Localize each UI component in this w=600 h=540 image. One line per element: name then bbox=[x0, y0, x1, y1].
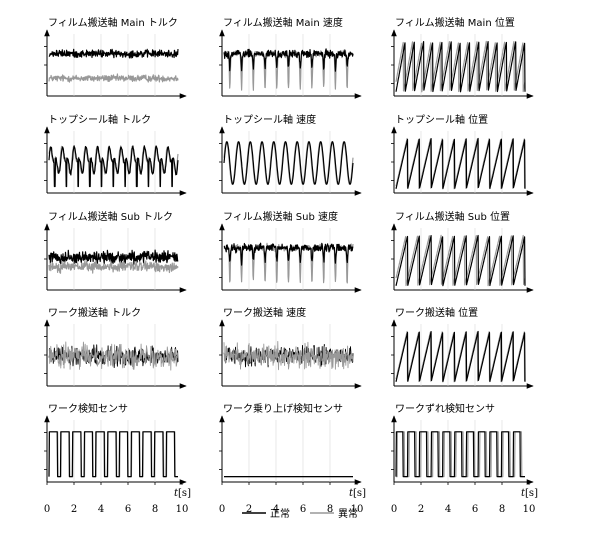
panel-7: フィルム搬送軸 Sub トルク bbox=[44, 210, 187, 293]
x-tick-label: 2 bbox=[418, 504, 424, 515]
panel-title: フィルム搬送軸 Sub トルク bbox=[48, 210, 173, 223]
x-tick-label: 6 bbox=[125, 504, 131, 515]
x-tick-label: 6 bbox=[300, 504, 306, 515]
panel-title: ワーク乗り上げ検知センサ bbox=[223, 402, 343, 415]
panel-12: ワーク搬送軸 位置 bbox=[391, 306, 534, 389]
panel-5: トップシール軸 速度 bbox=[219, 113, 362, 196]
x-tick-label: 2 bbox=[71, 504, 77, 515]
series-abnormal bbox=[395, 234, 526, 287]
panel-title: ワーク搬送軸 速度 bbox=[223, 306, 306, 319]
series-normal bbox=[395, 137, 526, 190]
x-axis-unit-text: [s] bbox=[178, 488, 191, 499]
series-normal bbox=[48, 249, 179, 265]
panel-8: フィルム搬送軸 Sub 速度 bbox=[219, 210, 362, 293]
x-tick-label: 10 bbox=[351, 504, 364, 515]
panel-title: ワークずれ検知センサ bbox=[395, 402, 495, 415]
legend: 正常 異常 bbox=[242, 507, 358, 520]
panel-13: ワーク検知センサ t[s] bbox=[44, 402, 191, 499]
x-tick-label: 8 bbox=[499, 504, 505, 515]
panel-10: ワーク搬送軸 トルク bbox=[44, 306, 187, 389]
series-normal bbox=[223, 48, 354, 72]
x-tick-label: 8 bbox=[327, 504, 333, 515]
legend-label-abnormal: 異常 bbox=[338, 507, 358, 520]
panel-title: トップシール軸 トルク bbox=[48, 113, 151, 126]
panel-title: ワーク検知センサ bbox=[48, 402, 128, 415]
x-axis-var: t bbox=[174, 488, 179, 499]
x-tick-label: 10 bbox=[176, 504, 189, 515]
series-normal bbox=[395, 234, 526, 287]
panel-title: トップシール軸 速度 bbox=[223, 113, 316, 126]
series-normal bbox=[395, 330, 526, 383]
series-normal bbox=[48, 48, 179, 59]
x-tick-label: 0 bbox=[219, 504, 225, 515]
x-tick-label: 4 bbox=[98, 504, 104, 515]
series-normal bbox=[223, 242, 354, 266]
x-axis-unit-text: [s] bbox=[353, 488, 366, 499]
panel-title: フィルム搬送軸 Main 速度 bbox=[223, 16, 343, 29]
x-axis-unit: t[s] bbox=[174, 488, 191, 499]
series-abnormal bbox=[48, 431, 179, 478]
x-tick-label: 8 bbox=[152, 504, 158, 515]
series-abnormal bbox=[223, 340, 354, 371]
x-axis-unit-text: [s] bbox=[525, 488, 538, 499]
panel-title: フィルム搬送軸 Sub 速度 bbox=[223, 210, 338, 223]
x-tick-label: 0 bbox=[391, 504, 397, 515]
series-normal bbox=[48, 145, 179, 188]
series-normal bbox=[223, 141, 354, 185]
panel-title: ワーク搬送軸 トルク bbox=[48, 306, 141, 319]
panel-title: ワーク搬送軸 位置 bbox=[395, 306, 478, 319]
panel-1: フィルム搬送軸 Main トルク bbox=[44, 16, 187, 99]
panel-15: ワークずれ検知センサ t[s] bbox=[391, 402, 538, 499]
panel-title: フィルム搬送軸 Main トルク bbox=[48, 16, 178, 29]
panel-title: トップシール軸 位置 bbox=[395, 113, 488, 126]
panel-11: ワーク搬送軸 速度 bbox=[219, 306, 362, 389]
panel-14: ワーク乗り上げ検知センサ t[s] bbox=[219, 402, 366, 499]
panel-4: トップシール軸 トルク bbox=[44, 113, 187, 196]
x-axis-var: t bbox=[349, 488, 354, 499]
x-tick-label: 4 bbox=[273, 504, 279, 515]
x-axis-unit: t[s] bbox=[349, 488, 366, 499]
panel-title: フィルム搬送軸 Main 位置 bbox=[395, 16, 515, 29]
series-abnormal bbox=[48, 259, 179, 274]
series-abnormal bbox=[48, 341, 179, 371]
x-tick-label: 4 bbox=[445, 504, 451, 515]
x-axis-unit: t[s] bbox=[521, 488, 538, 499]
series-normal bbox=[48, 431, 179, 478]
panel-2: フィルム搬送軸 Main 速度 bbox=[219, 16, 362, 99]
series-normal bbox=[395, 431, 526, 478]
series-normal bbox=[395, 41, 526, 93]
panel-3: フィルム搬送軸 Main 位置 bbox=[391, 16, 534, 99]
x-tick-label: 2 bbox=[246, 504, 252, 515]
x-tick-label: 0 bbox=[44, 504, 50, 515]
panel-6: トップシール軸 位置 bbox=[391, 113, 534, 196]
panel-title: フィルム搬送軸 Sub 位置 bbox=[395, 210, 510, 223]
panel-9: フィルム搬送軸 Sub 位置 bbox=[391, 210, 534, 293]
x-tick-label: 10 bbox=[523, 504, 536, 515]
series-abnormal bbox=[48, 73, 179, 83]
legend-label-normal: 正常 bbox=[270, 507, 290, 520]
x-axis-var: t bbox=[521, 488, 526, 499]
x-tick-label: 6 bbox=[472, 504, 478, 515]
